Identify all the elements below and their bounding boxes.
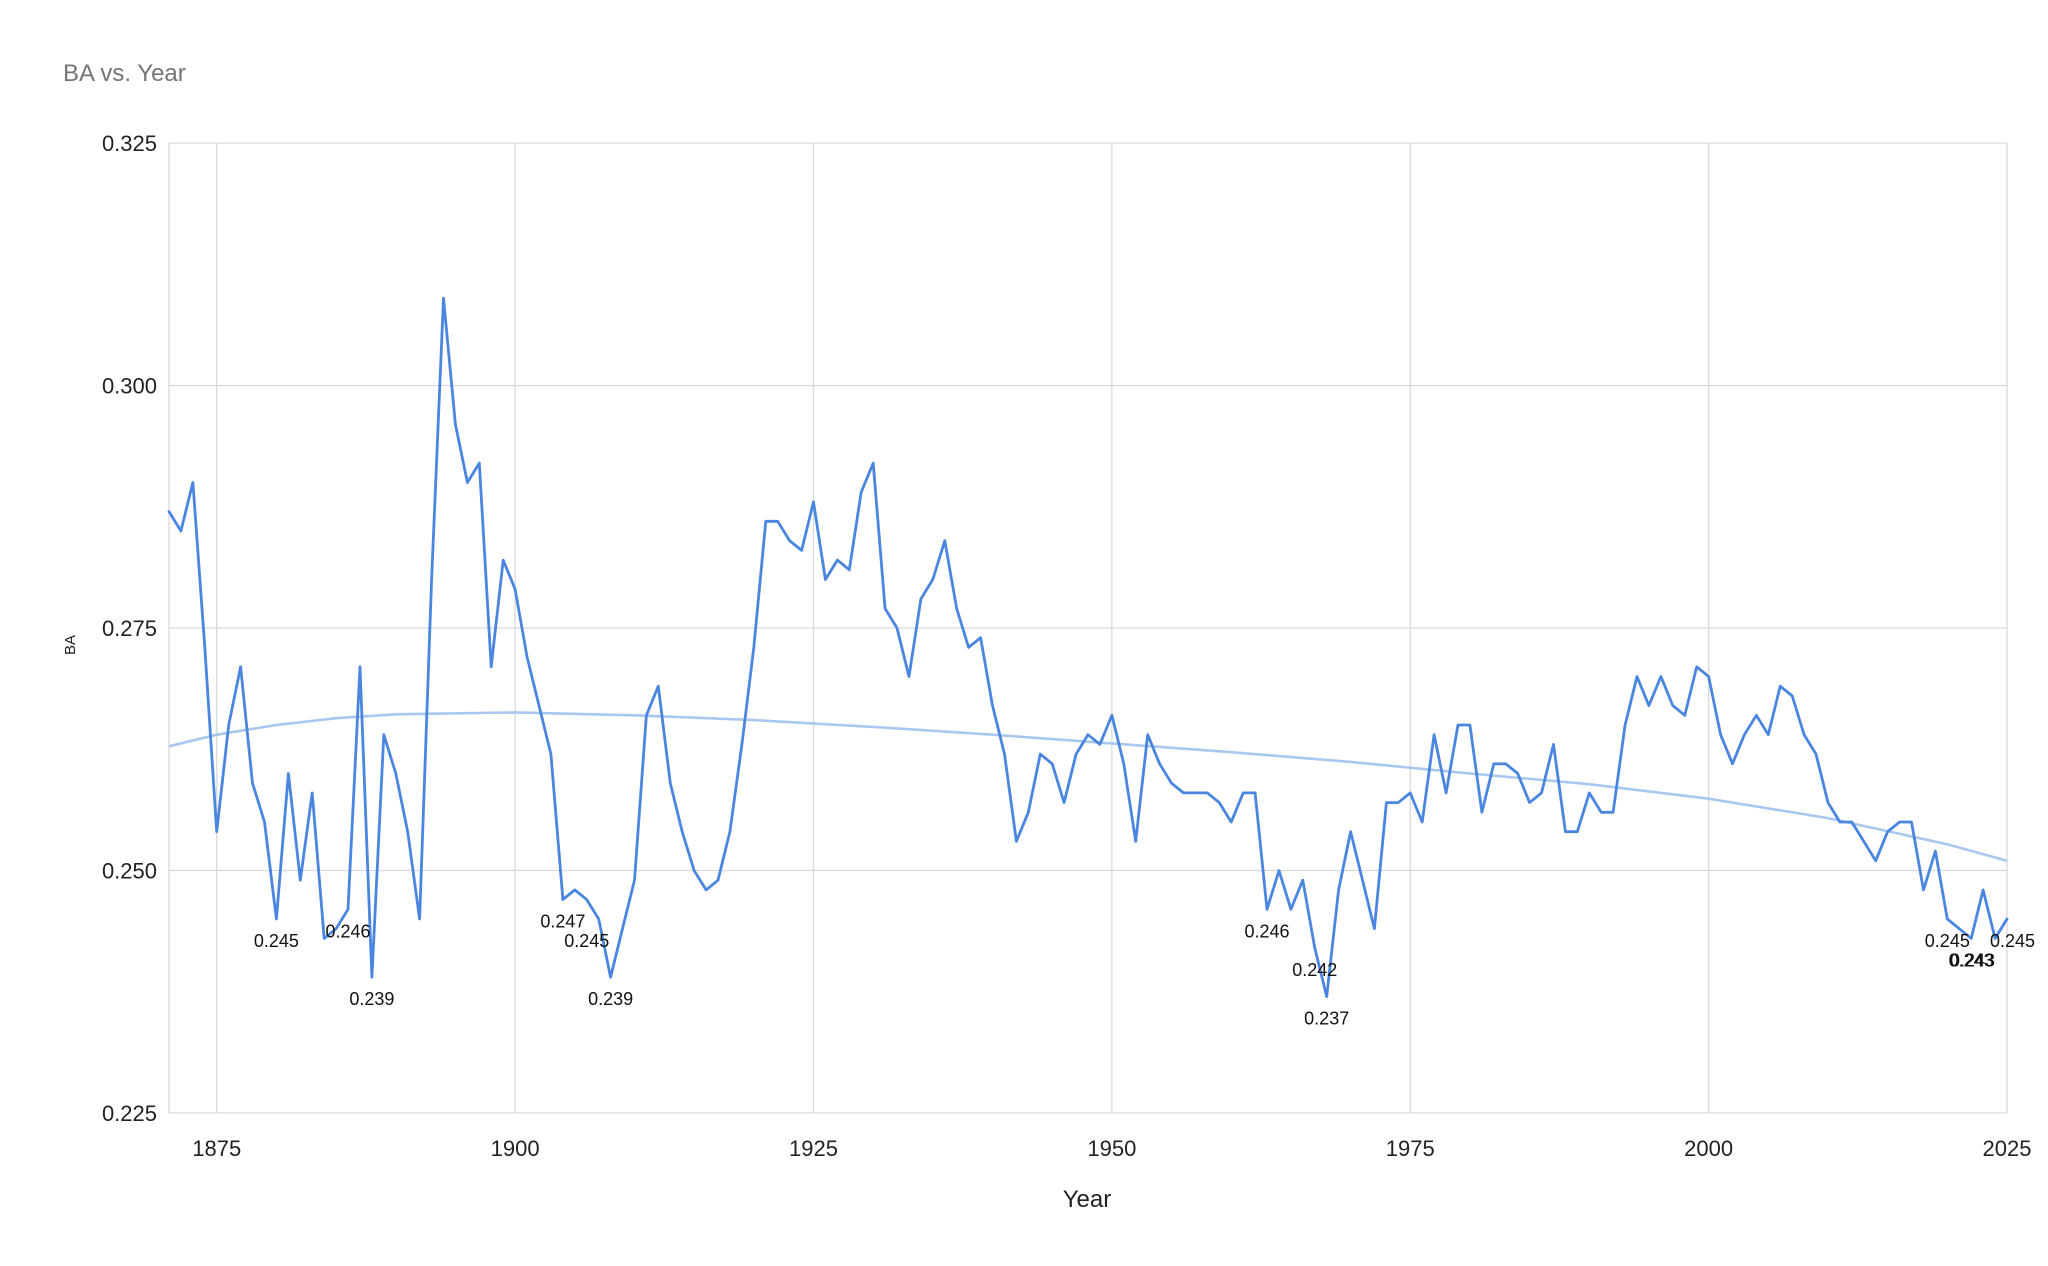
ba-series-line xyxy=(167,296,2009,998)
x-axis-tick-labels: 1875 1900 1925 1950 1975 2000 2025 xyxy=(192,1136,2031,1161)
x-tick-label: 1950 xyxy=(1087,1136,1136,1161)
data-label: 0.242 xyxy=(1292,960,1337,980)
x-tick-label: 2000 xyxy=(1684,1136,1733,1161)
data-label: 0.243 xyxy=(1949,950,1994,970)
chart-title: BA vs. Year xyxy=(63,60,186,87)
x-tick-label: 2025 xyxy=(1983,1136,2032,1161)
data-label: 0.237 xyxy=(1304,1009,1349,1029)
series-layer xyxy=(167,296,2009,998)
y-axis-title: BA xyxy=(62,635,79,655)
x-axis-title: Year xyxy=(1063,1186,1112,1213)
data-label: 0.246 xyxy=(1245,921,1290,941)
data-label: 0.239 xyxy=(349,989,394,1009)
y-tick-label: 0.325 xyxy=(102,131,157,156)
trendline-layer xyxy=(168,711,2008,863)
gridlines xyxy=(168,142,2008,1114)
y-axis-tick-labels: 0.225 0.250 0.275 0.300 0.325 xyxy=(102,131,157,1126)
y-tick-label: 0.275 xyxy=(102,616,157,641)
y-tick-label: 0.225 xyxy=(102,1101,157,1126)
trendline xyxy=(168,711,2008,863)
data-label: 0.245 xyxy=(254,931,299,951)
data-label: 0.245 xyxy=(1990,931,2035,951)
y-tick-label: 0.250 xyxy=(102,859,157,884)
x-tick-label: 1900 xyxy=(491,1136,540,1161)
x-tick-label: 1975 xyxy=(1386,1136,1435,1161)
data-label: 0.245 xyxy=(1925,931,1970,951)
data-label: 0.245 xyxy=(564,931,609,951)
data-labels: 0.245 0.2460.2390.2470.2450.2390.2460.242… xyxy=(254,912,2035,1029)
data-label: 0.246 xyxy=(326,921,371,941)
x-tick-label: 1875 xyxy=(192,1136,241,1161)
y-tick-label: 0.300 xyxy=(102,374,157,399)
data-label: 0.247 xyxy=(540,912,585,932)
data-label: 0.239 xyxy=(588,989,633,1009)
data-label: 0.243 xyxy=(1950,950,1995,970)
x-tick-label: 1925 xyxy=(789,1136,838,1161)
